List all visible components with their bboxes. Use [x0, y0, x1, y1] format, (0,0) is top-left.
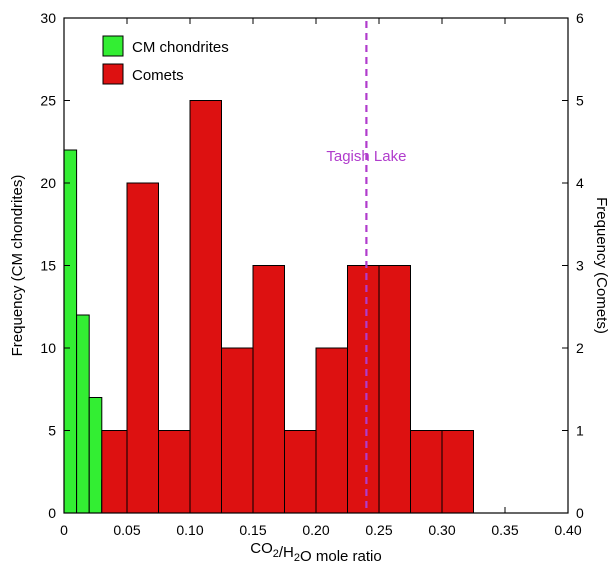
legend-swatch: [102, 63, 124, 85]
x-tick-label: 0.05: [113, 522, 140, 538]
x-tick-label: 0.30: [428, 522, 455, 538]
bar-cm-chondrites: [63, 149, 78, 514]
y-axis-label-left: Frequency (CM chondrites): [9, 175, 26, 357]
x-tick-label: 0.40: [554, 522, 581, 538]
bar-comets: [126, 182, 159, 514]
y-tick-label-left: 25: [40, 93, 56, 109]
y-tick-label-right: 4: [576, 175, 584, 191]
y-tick-label-right: 0: [576, 505, 584, 521]
bar-comets: [101, 430, 128, 514]
bars-layer: [63, 100, 474, 514]
bar-comets: [284, 430, 317, 514]
ticks-layer: 0 0.05 0.10 0.15 0.20 0.25 0.30 0.35 0.400510152…: [40, 10, 584, 538]
reference-line-layer: Tagish Lake: [326, 21, 406, 513]
bar-cm-chondrites: [76, 314, 90, 514]
x-tick-label: 0: [60, 522, 68, 538]
bar-comets: [410, 430, 443, 514]
x-tick-label: 0.35: [491, 522, 518, 538]
legend-swatch: [102, 35, 124, 57]
y-tick-label-right: 5: [576, 93, 584, 109]
legend-label: CM chondrites: [132, 39, 229, 56]
bar-comets: [252, 265, 285, 514]
x-tick-label: 0.25: [365, 522, 392, 538]
bar-comets: [158, 430, 191, 514]
y-tick-label-left: 10: [40, 340, 56, 356]
y-tick-label-left: 15: [40, 258, 56, 274]
y-tick-label-right: 2: [576, 340, 584, 356]
legend-label: Comets: [132, 67, 184, 84]
y-axis-label-right: Frequency (Comets): [593, 197, 610, 334]
bar-cm-chondrites: [88, 397, 103, 514]
y-tick-label-left: 0: [48, 505, 56, 521]
legend: CM chondrites Comets: [102, 35, 229, 85]
x-axis-label: CO2/H2O mole ratio: [250, 540, 381, 565]
y-tick-label-right: 6: [576, 10, 584, 26]
bar-comets: [221, 347, 254, 514]
y-tick-label-right: 3: [576, 258, 584, 274]
y-tick-label-left: 20: [40, 175, 56, 191]
bar-comets: [441, 430, 474, 514]
bar-comets: [315, 347, 348, 514]
reference-line-label: Tagish Lake: [326, 148, 406, 165]
x-tick-label: 0.20: [302, 522, 329, 538]
bar-comets: [378, 265, 411, 514]
y-tick-label-left: 30: [40, 10, 56, 26]
bar-comets: [189, 100, 222, 514]
x-tick-label: 0.15: [239, 522, 266, 538]
y-tick-label-right: 1: [576, 423, 584, 439]
x-tick-label: 0.10: [176, 522, 203, 538]
y-tick-label-left: 5: [48, 423, 56, 439]
bar-comets: [347, 265, 380, 514]
